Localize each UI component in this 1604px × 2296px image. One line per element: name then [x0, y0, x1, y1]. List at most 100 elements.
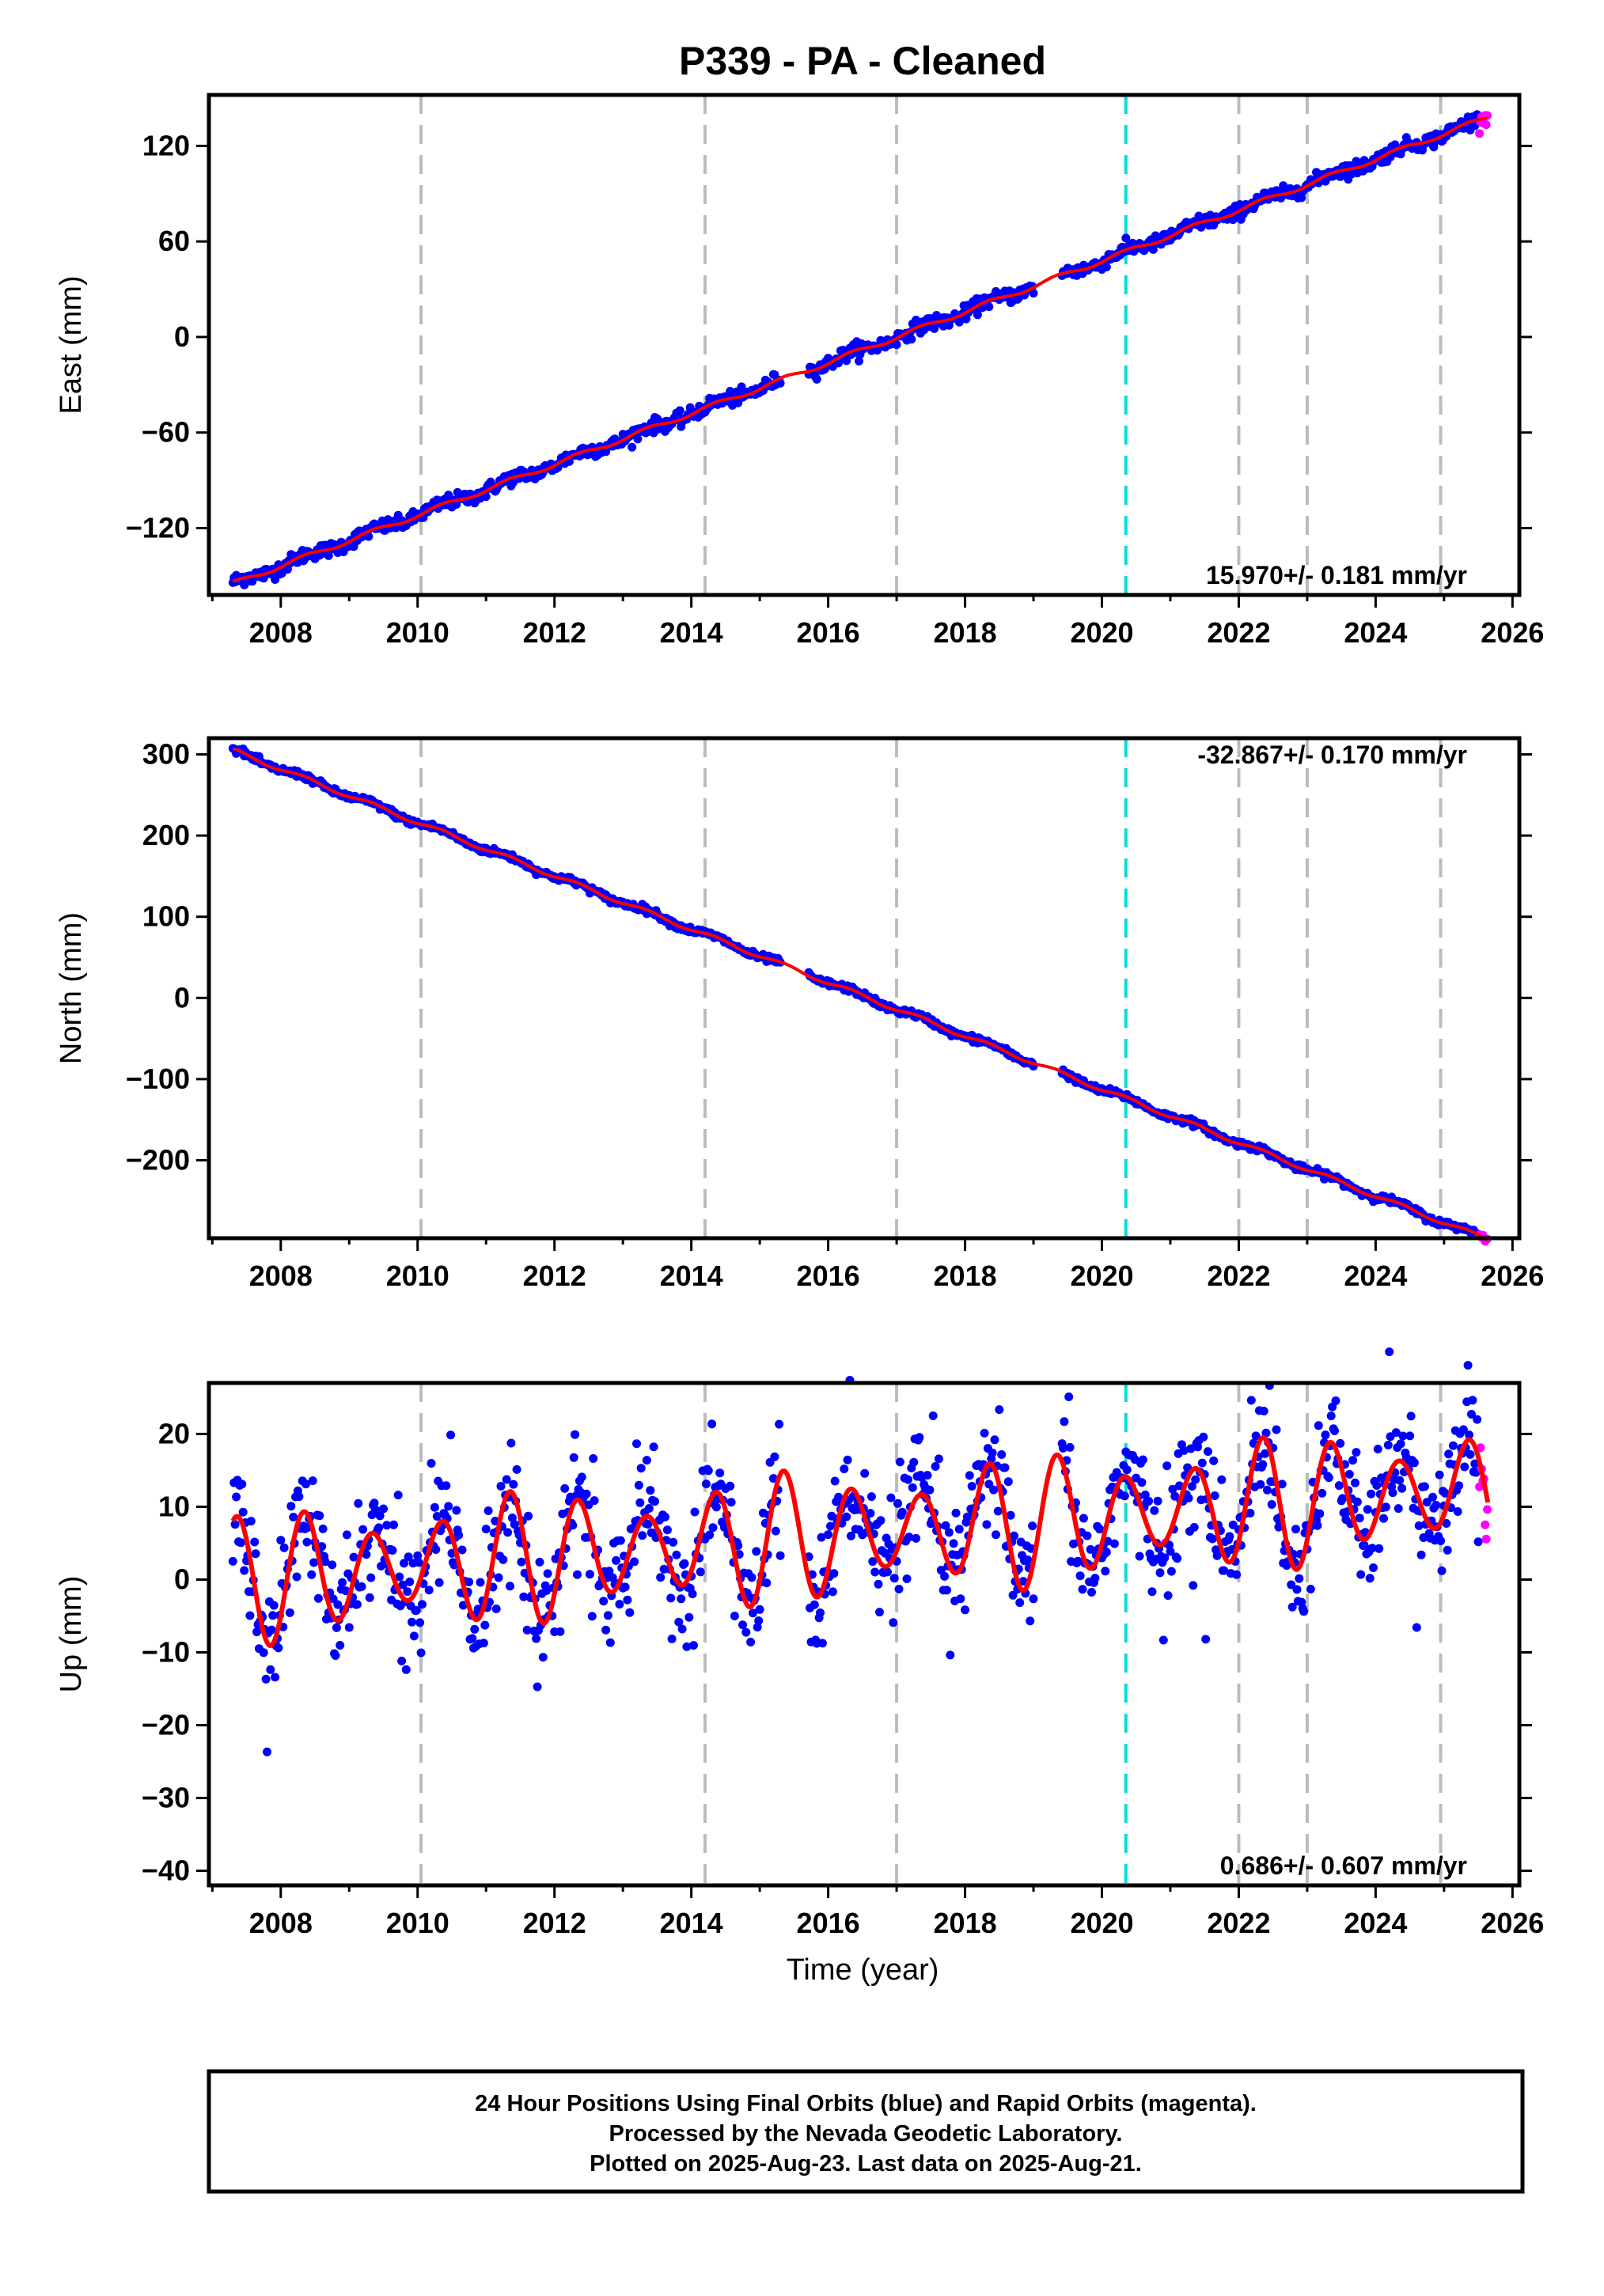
up-final-point — [1259, 1407, 1268, 1415]
up-final-point — [840, 1464, 849, 1474]
east-x-tick-label: 2016 — [797, 616, 860, 649]
up-final-point — [925, 1485, 935, 1495]
up-final-point — [1334, 1481, 1344, 1491]
up-final-point — [1396, 1439, 1405, 1449]
east-x-tick-label: 2020 — [1070, 616, 1133, 649]
up-y-tick-label: −30 — [142, 1782, 190, 1814]
up-final-point — [1321, 1430, 1330, 1440]
up-final-point — [931, 1462, 940, 1471]
up-final-point — [1189, 1581, 1198, 1590]
up-final-point — [1232, 1570, 1242, 1579]
north-y-tick-label: 300 — [142, 738, 190, 771]
up-final-point — [430, 1502, 439, 1512]
up-final-point — [587, 1612, 597, 1621]
up-final-point — [401, 1665, 411, 1674]
east-final-point — [481, 492, 491, 502]
up-x-tick-label: 2012 — [523, 1907, 586, 1939]
up-final-point — [522, 1625, 532, 1635]
up-final-point — [1209, 1456, 1219, 1465]
up-final-point — [646, 1486, 655, 1495]
up-final-point — [954, 1525, 964, 1534]
north-x-tick-label: 2026 — [1481, 1260, 1544, 1292]
up-final-point — [414, 1558, 423, 1567]
up-final-point — [379, 1504, 388, 1514]
up-final-point — [354, 1498, 363, 1508]
up-final-point — [1228, 1520, 1238, 1529]
up-final-point — [642, 1456, 651, 1465]
up-final-point — [689, 1641, 698, 1650]
up-final-point — [1018, 1577, 1028, 1586]
up-final-point — [1277, 1480, 1287, 1489]
north-model-curve — [232, 747, 1489, 1242]
up-final-point — [834, 1492, 844, 1502]
up-final-point — [246, 1517, 256, 1526]
up-final-point — [491, 1605, 501, 1613]
up-event-lines — [419, 1383, 1443, 1885]
up-final-point — [1397, 1483, 1407, 1493]
up-final-point — [889, 1618, 898, 1627]
up-final-point — [738, 1620, 747, 1630]
up-x-tick-label: 2010 — [386, 1907, 449, 1939]
x-axis-label: Time (year) — [787, 1953, 939, 1987]
up-final-point — [644, 1504, 654, 1513]
up-final-point — [519, 1592, 529, 1601]
up-final-point — [236, 1538, 245, 1548]
up-final-point — [1064, 1392, 1074, 1401]
up-final-point — [398, 1580, 408, 1589]
up-final-point — [941, 1521, 950, 1530]
east-final-point — [1102, 263, 1111, 271]
up-final-point — [1291, 1525, 1300, 1534]
up-final-point — [1059, 1444, 1067, 1453]
up-final-point — [603, 1611, 612, 1620]
up-final-point — [365, 1593, 374, 1602]
up-final-point — [1204, 1447, 1212, 1457]
up-final-point — [271, 1673, 280, 1682]
up-final-point — [677, 1624, 687, 1634]
up-x-tick-label: 2024 — [1344, 1907, 1407, 1939]
up-final-point — [510, 1520, 519, 1529]
up-final-point — [1351, 1478, 1359, 1487]
up-final-point — [1369, 1563, 1378, 1572]
up-final-point — [1150, 1506, 1159, 1515]
up-final-point — [405, 1577, 415, 1586]
up-final-point — [1003, 1477, 1013, 1487]
up-final-point — [649, 1442, 658, 1452]
up-final-point — [894, 1585, 904, 1593]
up-final-point — [1467, 1410, 1476, 1419]
up-final-point — [762, 1578, 772, 1588]
up-final-point — [569, 1453, 578, 1462]
up-final-point — [715, 1468, 725, 1478]
up-final-point — [711, 1502, 721, 1512]
up-final-point — [1359, 1540, 1369, 1550]
east-x-tick-label: 2018 — [934, 616, 997, 649]
north-y-tick-label: 100 — [142, 900, 190, 933]
east-rapid-point — [1475, 129, 1485, 138]
up-final-point — [395, 1572, 404, 1582]
up-rapid-point — [1483, 1505, 1492, 1514]
east-x-tick-label: 2022 — [1207, 616, 1270, 649]
up-final-point — [908, 1483, 917, 1492]
up-final-point — [302, 1537, 312, 1547]
up-final-point — [946, 1650, 955, 1660]
up-y-tick-label: 10 — [158, 1490, 190, 1522]
up-final-point — [251, 1549, 260, 1559]
up-final-point — [259, 1648, 268, 1658]
north-y-tick-label: 200 — [142, 819, 190, 851]
up-final-point — [573, 1570, 582, 1579]
north-plot-frame — [207, 736, 1522, 1241]
up-final-point — [1026, 1616, 1035, 1626]
footer-line-2: Processed by the Nevada Geodetic Laborat… — [609, 2121, 1123, 2146]
up-final-point — [1219, 1566, 1229, 1575]
up-final-point — [556, 1627, 565, 1636]
up-final-point — [318, 1524, 328, 1533]
up-final-point — [577, 1472, 586, 1482]
up-final-point — [1135, 1552, 1144, 1561]
up-final-point — [1344, 1469, 1354, 1479]
up-final-point — [912, 1533, 921, 1543]
up-final-point — [860, 1468, 870, 1478]
up-final-point — [1173, 1554, 1182, 1563]
footer-frame — [207, 2069, 1525, 2194]
up-final-point — [635, 1498, 645, 1507]
up-final-point — [1313, 1521, 1322, 1530]
